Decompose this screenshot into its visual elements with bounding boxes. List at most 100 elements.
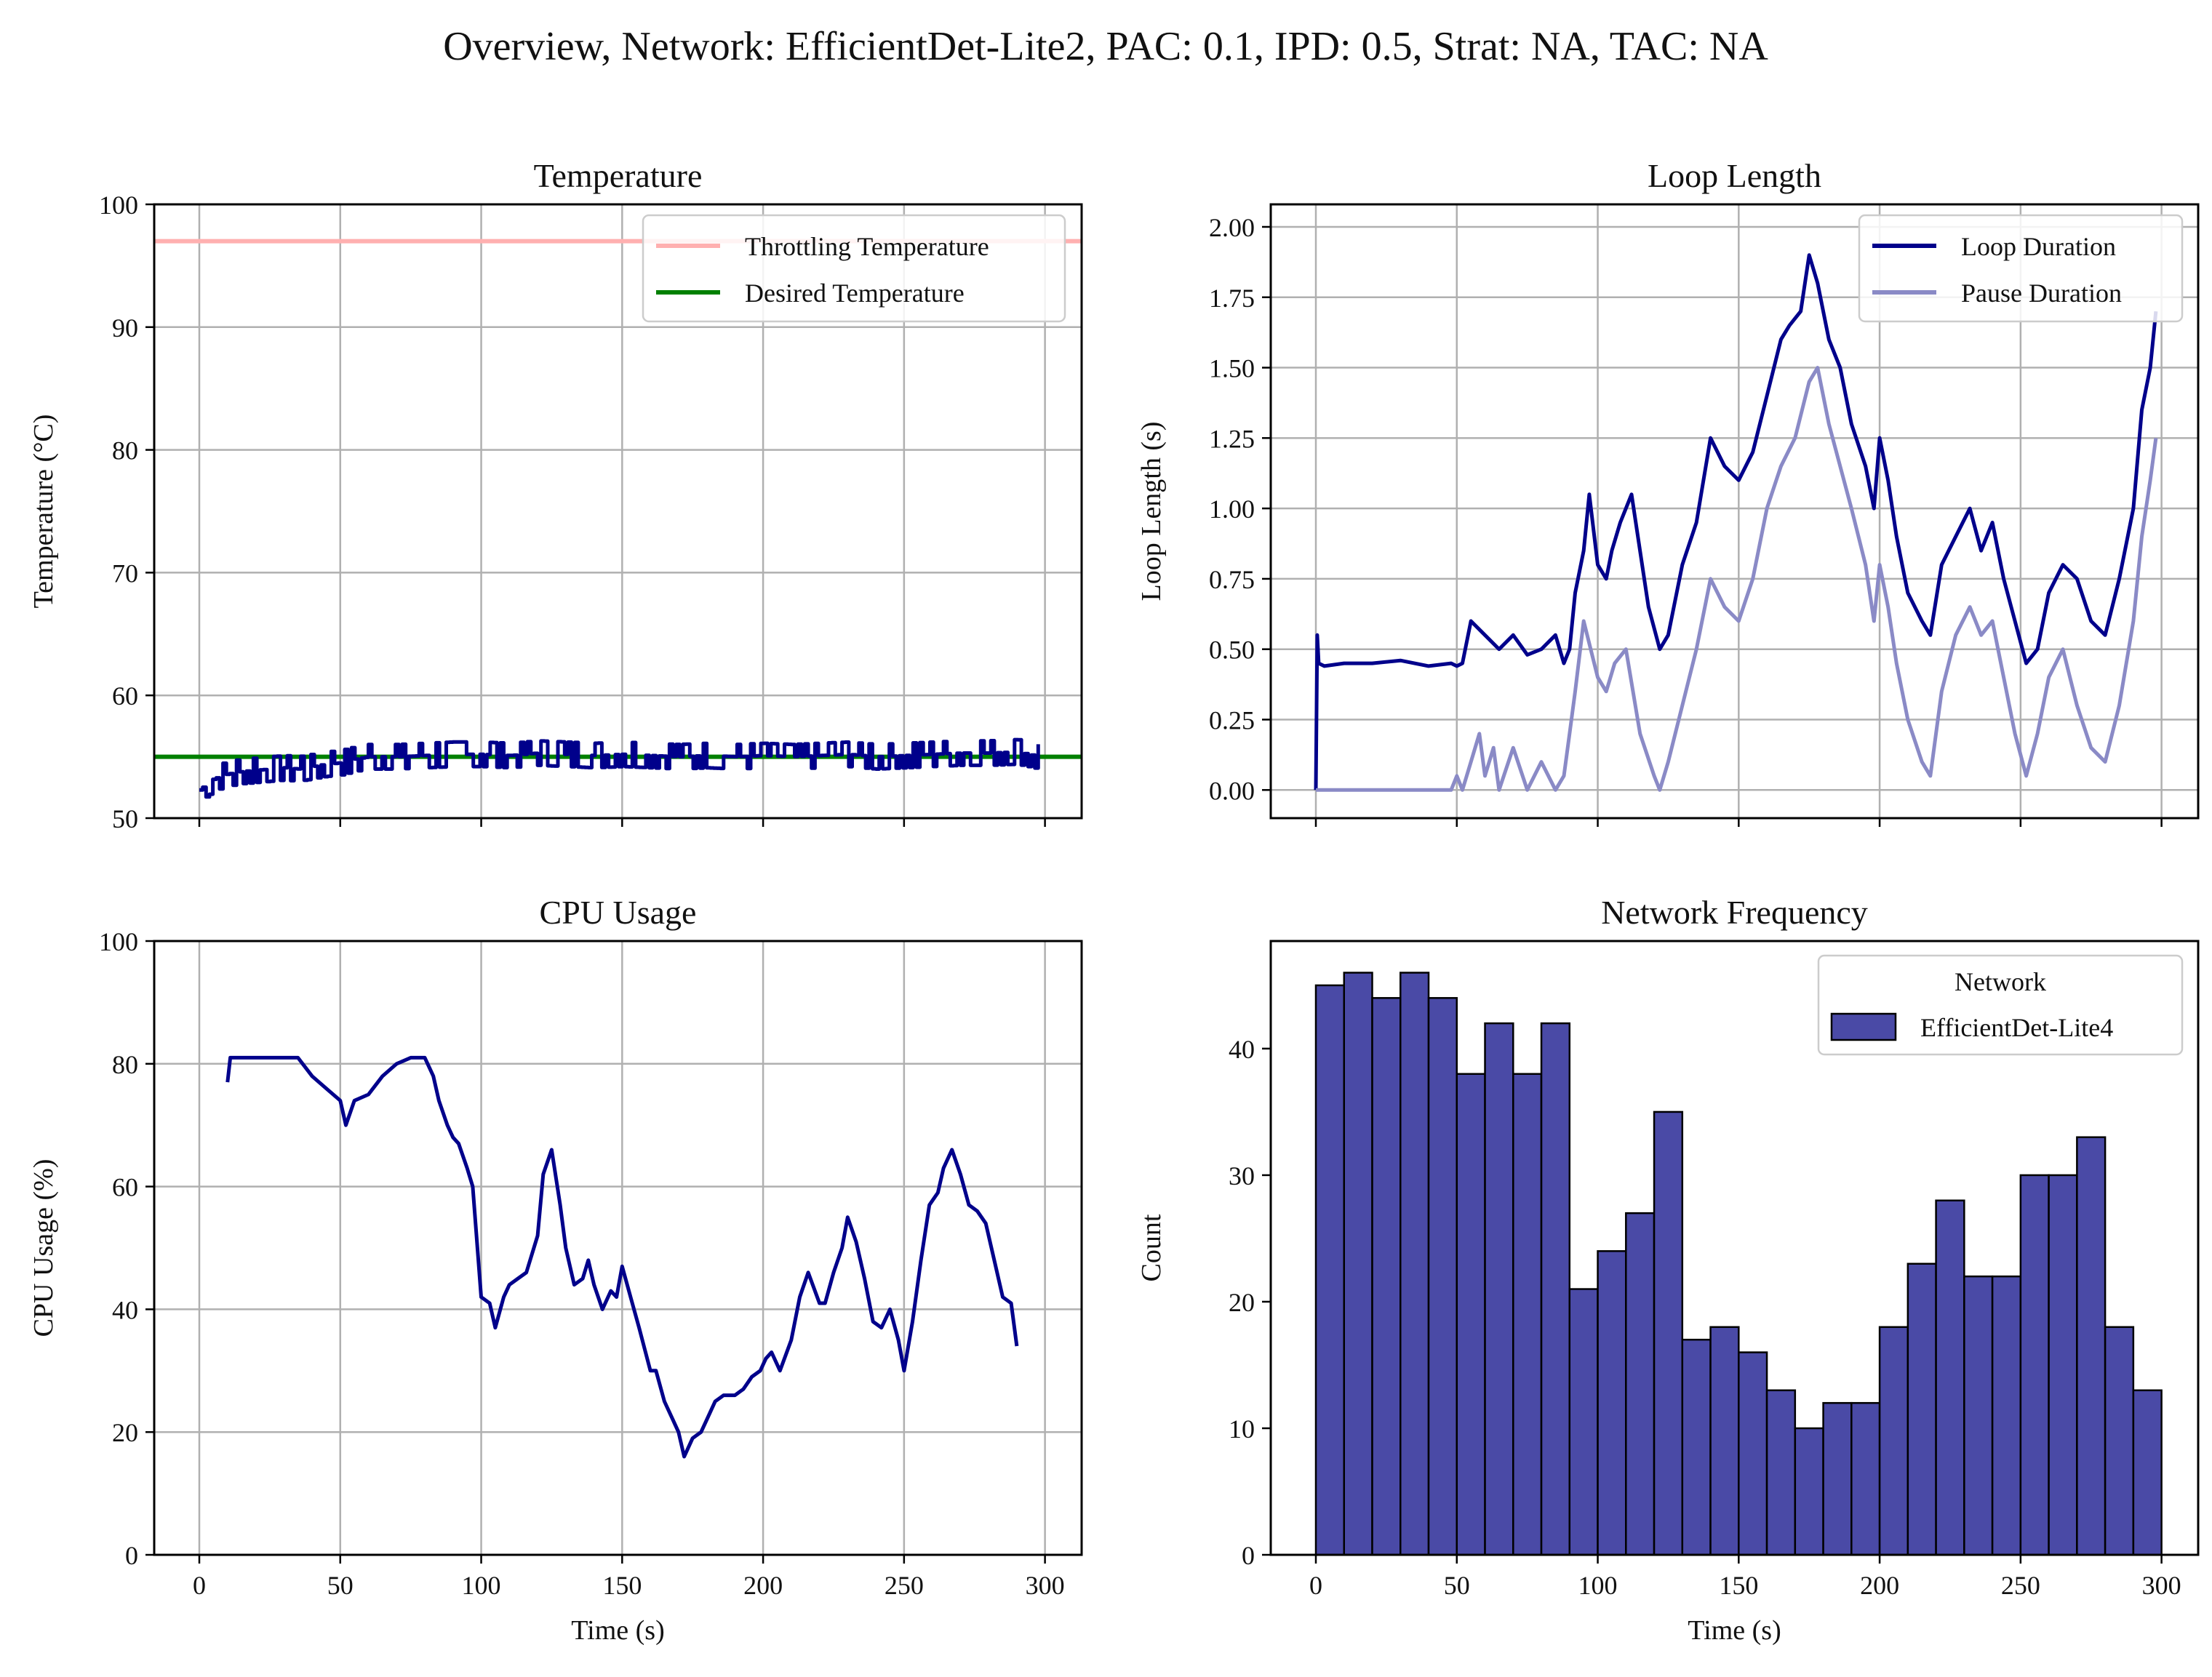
histogram-bar xyxy=(1653,1110,1684,1555)
y-tick-label: 0.75 xyxy=(1209,565,1255,594)
y-axis-label: Loop Length (s) xyxy=(1136,422,1167,601)
histogram-bar xyxy=(1906,1262,1937,1555)
legend: Loop Duration Pause Duration xyxy=(1858,214,2184,323)
histogram-bar xyxy=(1738,1351,1768,1555)
x-tick-label: 250 xyxy=(885,1571,924,1600)
x-tick-label: 100 xyxy=(1578,1571,1618,1600)
histogram-bar xyxy=(2048,1174,2078,1555)
histogram-bar xyxy=(1371,997,1402,1555)
x-tick-label: 200 xyxy=(1860,1571,1899,1600)
histogram-bar xyxy=(1709,1326,1740,1555)
axes-frame xyxy=(153,940,1083,1556)
x-tick-label: 50 xyxy=(327,1571,354,1600)
y-tick-label: 80 xyxy=(112,1050,138,1079)
histogram-bar xyxy=(1850,1401,1881,1555)
panel-title: Network Frequency xyxy=(1601,894,1868,931)
histogram-bar xyxy=(1400,972,1430,1555)
x-tick-label: 200 xyxy=(743,1571,783,1600)
axes-frame xyxy=(153,203,1083,820)
figure-title: Overview, Network: EfficientDet-Lite2, P… xyxy=(443,24,1768,69)
legend-box xyxy=(1817,954,2184,1056)
y-tick-label: 20 xyxy=(1229,1288,1255,1317)
histogram-bar xyxy=(1681,1338,1712,1555)
y-tick-label: 1.25 xyxy=(1209,424,1255,453)
panel-title: CPU Usage xyxy=(540,894,697,931)
plot-area xyxy=(1314,972,2163,1555)
x-tick-label: 250 xyxy=(2001,1571,2040,1600)
y-tick-label: 100 xyxy=(99,191,138,220)
histogram-bar xyxy=(1456,1073,1486,1555)
panel-title: Temperature xyxy=(534,157,703,194)
x-tick-label: 0 xyxy=(1309,1571,1322,1600)
x-axis-label: Time (s) xyxy=(571,1615,664,1646)
series-line-1 xyxy=(199,737,1040,799)
legend-title: Network xyxy=(1955,967,2046,996)
legend: Throttling Temperature Desired Temperatur… xyxy=(642,214,1066,323)
histogram-bar xyxy=(2104,1326,2135,1555)
x-tick-label: 150 xyxy=(1719,1571,1758,1600)
panel-1: 50 60 70 80 90 100 Temperature Temperature (°C)… xyxy=(28,157,1083,833)
histogram-bar xyxy=(1765,1389,1797,1555)
histogram-bar xyxy=(1512,1073,1543,1555)
panel-4: 0 50 100 150 200 250 300 0 10 20 30 40 Network Frequ… xyxy=(1136,894,2200,1646)
histogram-bar xyxy=(2076,1136,2107,1555)
y-tick-label: 50 xyxy=(112,804,138,833)
legend-label: Pause Duration xyxy=(1961,279,2122,308)
plot-area xyxy=(225,1055,1019,1459)
histogram-bar xyxy=(1568,1288,1599,1555)
histogram-bar xyxy=(1597,1250,1627,1555)
y-axis-label: Count xyxy=(1136,1214,1167,1281)
y-tick-label: 40 xyxy=(1229,1035,1255,1064)
panel-3: 0 50 100 150 200 250 300 0 20 40 60 80 100 CPU Usage T… xyxy=(28,894,1083,1646)
legend-label: Loop Duration xyxy=(1961,232,2116,261)
histogram-bar xyxy=(1991,1275,2022,1555)
plot-area xyxy=(154,239,1082,799)
y-tick-label: 0 xyxy=(1242,1541,1255,1570)
histogram-bar xyxy=(2132,1389,2163,1555)
histogram-bar xyxy=(1935,1199,1965,1555)
y-tick-label: 90 xyxy=(112,313,138,343)
y-tick-label: 10 xyxy=(1229,1414,1255,1444)
panel-2: 0.00 0.25 0.50 0.75 1.00 1.25 1.50 1.75 2.00 Loop… xyxy=(1136,157,2200,827)
histogram-bar xyxy=(1625,1212,1656,1555)
y-tick-label: 0 xyxy=(125,1541,138,1570)
legend-box xyxy=(1858,214,2184,323)
histogram-bar xyxy=(1878,1326,1909,1555)
x-tick-label: 300 xyxy=(2142,1571,2181,1600)
y-tick-label: 2.00 xyxy=(1209,213,1255,242)
y-tick-label: 30 xyxy=(1229,1161,1255,1190)
y-tick-label: 100 xyxy=(99,927,138,956)
series-line-1 xyxy=(225,1055,1019,1459)
legend-label: EfficientDet-Lite4 xyxy=(1920,1013,2113,1042)
x-tick-label: 0 xyxy=(193,1571,206,1600)
legend-label: Desired Temperature xyxy=(745,279,965,308)
y-tick-label: 80 xyxy=(112,436,138,465)
panel-title: Loop Length xyxy=(1648,157,1821,194)
y-tick-label: 0.50 xyxy=(1209,636,1255,665)
y-tick-label: 1.75 xyxy=(1209,284,1255,313)
histogram-bar xyxy=(1794,1427,1824,1555)
histogram-bar xyxy=(1484,1022,1514,1555)
series-line-pause-duration xyxy=(1316,366,2158,792)
y-tick-label: 20 xyxy=(112,1418,138,1447)
legend-swatch xyxy=(1830,1012,1897,1041)
histogram-bar xyxy=(1963,1275,1994,1555)
x-tick-label: 150 xyxy=(602,1571,642,1600)
legend-box xyxy=(642,214,1066,323)
y-tick-label: 60 xyxy=(112,1173,138,1202)
x-tick-label: 50 xyxy=(1444,1571,1470,1600)
y-tick-label: 0.25 xyxy=(1209,705,1255,735)
axes-frame xyxy=(1269,203,2200,820)
histogram-bar xyxy=(2019,1174,2050,1555)
x-tick-label: 300 xyxy=(1026,1571,1065,1600)
histogram-bar xyxy=(1427,997,1458,1555)
grid-lines xyxy=(1271,204,2198,818)
y-tick-label: 60 xyxy=(112,681,138,711)
histogram-bar xyxy=(1314,984,1346,1555)
x-axis-label: Time (s) xyxy=(1688,1615,1781,1646)
legend-label: Throttling Temperature xyxy=(745,232,989,261)
histogram-bar xyxy=(1540,1022,1571,1555)
y-tick-label: 1.00 xyxy=(1209,495,1255,524)
